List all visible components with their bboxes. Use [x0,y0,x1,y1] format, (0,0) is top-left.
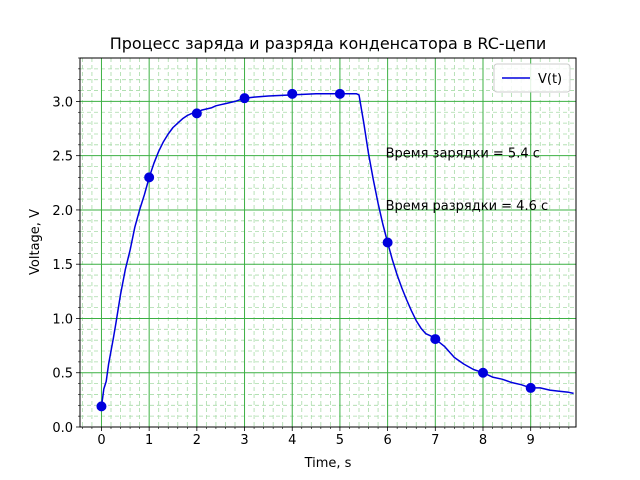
x-axis-label: Time, s [304,456,352,471]
data-point-marker [287,88,298,99]
x-axis-ticks: 0 1 2 3 4 5 6 7 8 9 [82,427,570,448]
data-point-marker [382,237,393,248]
marker-layer [96,88,536,412]
x-tick-label: 9 [527,433,535,448]
x-tick-label: 4 [288,433,296,448]
data-point-marker [478,367,488,378]
data-point-marker [96,401,107,412]
series-line-v-t [100,93,574,407]
legend-box [493,63,571,93]
legend: V(t) [493,63,571,93]
x-tick-label: 0 [97,433,105,448]
annotation-text: Время разрядки = 4.6 с [386,199,549,214]
x-tick-label: 8 [479,433,487,448]
annotations: Время зарядки = 5.4 с Время разрядки = 4.… [386,147,549,214]
major-grid [80,58,576,428]
y-tick-label: 1.5 [52,258,73,273]
data-point-marker [191,108,202,119]
y-tick-label: 3.0 [52,95,73,110]
chart-title: Процесс заряда и разряда конденсатора в … [110,34,547,53]
data-point-marker [334,88,345,99]
y-tick-label: 0.0 [52,421,73,436]
data-point-marker [144,172,155,183]
y-axis-label: Voltage, V [28,209,43,275]
x-tick-label: 3 [240,433,248,448]
data-point-marker [525,382,536,393]
y-tick-label: 1.0 [52,312,73,327]
x-tick-label: 2 [193,433,201,448]
y-axis-ticks: 0.0 0.5 1.0 1.5 2.0 2.5 3.0 [52,57,80,436]
y-tick-label: 0.5 [52,367,73,382]
legend-entry-label: V(t) [538,72,562,87]
data-point-marker [430,334,441,345]
x-tick-label: 7 [431,433,439,448]
y-tick-label: 2.0 [52,204,73,219]
annotation-text: Время зарядки = 5.4 с [386,147,540,162]
minor-grid [80,57,576,427]
x-tick-label: 5 [336,433,344,448]
x-tick-label: 6 [383,433,391,448]
series-layer [100,93,574,407]
x-tick-label: 1 [145,433,153,448]
y-tick-label: 2.5 [52,150,73,165]
data-point-marker [239,93,250,104]
